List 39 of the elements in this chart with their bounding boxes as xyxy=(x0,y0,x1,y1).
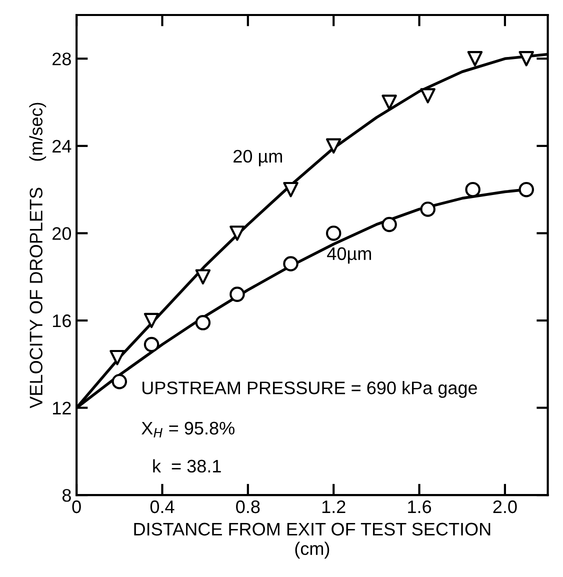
series-label: 40µm xyxy=(327,247,371,264)
point xyxy=(420,202,436,217)
point xyxy=(195,269,211,284)
point xyxy=(326,138,342,154)
point xyxy=(195,315,211,330)
y-tick-label: 16 xyxy=(53,314,71,328)
annotation: X$_{H}$ = 95.8% xyxy=(142,422,234,438)
x-tick-label: 1.2 xyxy=(322,500,346,514)
point xyxy=(230,226,245,241)
annotation: UPSTREAM PRESSURE = 690 kPa gage xyxy=(142,381,478,398)
point xyxy=(467,51,483,66)
x-tick-label: 1.6 xyxy=(408,500,432,514)
y-tick-label: 20 xyxy=(52,227,72,240)
y-tick-label: 8 xyxy=(62,489,71,502)
x-tick-label: 0 xyxy=(72,500,81,514)
x-tick-label: 0.4 xyxy=(150,500,174,514)
point xyxy=(283,182,298,198)
y-tick-label: 24 xyxy=(52,140,72,152)
x-axis-title: DISTANCE FROM EXIT OF TEST SECTION (cm) xyxy=(134,522,490,559)
point xyxy=(465,182,480,198)
point xyxy=(112,374,128,390)
y-tick-label: 28 xyxy=(52,52,71,66)
point xyxy=(283,256,298,272)
x-tick-label: 2.0 xyxy=(493,500,517,514)
point xyxy=(518,51,534,66)
point xyxy=(110,350,125,366)
series-label: 20 µm xyxy=(234,150,282,166)
x-tick-label: 0.8 xyxy=(236,500,260,514)
y-tick-label: 12 xyxy=(53,402,71,414)
point xyxy=(144,312,160,328)
point xyxy=(420,88,436,104)
point xyxy=(382,94,397,110)
point xyxy=(382,216,397,232)
point xyxy=(144,336,160,352)
point xyxy=(518,182,534,198)
annotation: k = 38.1 xyxy=(153,459,221,473)
y-axis-title: VELOCITY OF DROPLETS (m/sec) xyxy=(29,102,46,408)
point xyxy=(230,286,245,302)
point xyxy=(326,226,342,241)
